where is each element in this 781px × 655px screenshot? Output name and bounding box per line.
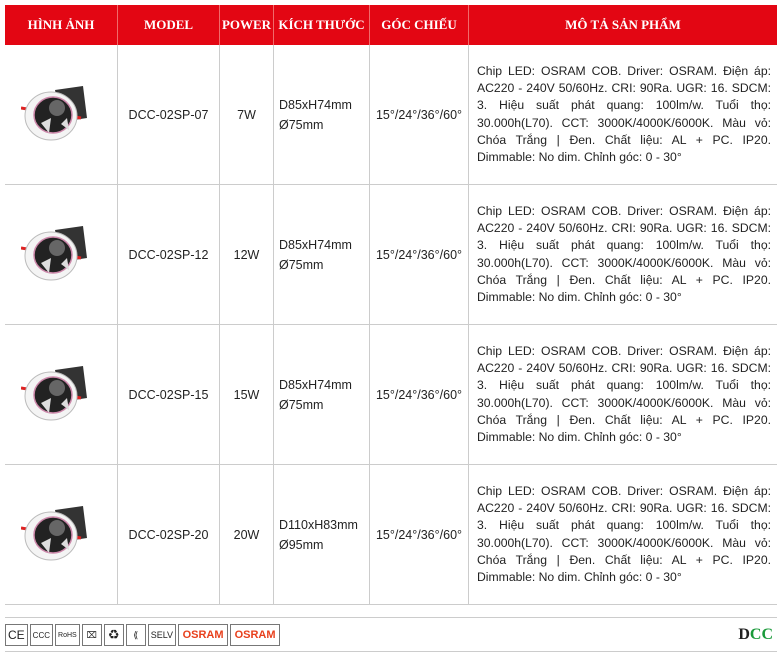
size-cell: D85xH74mm Ø75mm xyxy=(273,324,370,465)
col-image: HÌNH ẢNH xyxy=(5,5,118,45)
dcc-logo: DCC xyxy=(738,626,773,643)
product-image xyxy=(5,324,118,465)
model-cell: DCC-02SP-15 xyxy=(117,324,220,465)
osram-logo: OSRAM xyxy=(230,624,281,646)
col-desc: MÔ TẢ SẢN PHẨM xyxy=(468,5,777,45)
size-dimensions: D110xH83mm xyxy=(279,517,358,532)
power-cell: 20W xyxy=(219,464,274,605)
table-row: DCC-02SP-20 20W D110xH83mm Ø95mm 15°/24°/… xyxy=(5,464,777,605)
col-size: KÍCH THƯỚC xyxy=(273,5,370,45)
description-cell: Chip LED: OSRAM COB. Driver: OSRAM. Điện… xyxy=(468,324,777,465)
size-dimensions: D85xH74mm xyxy=(279,97,352,112)
col-angle: GÓC CHIẾU xyxy=(369,5,469,45)
product-table: HÌNH ẢNH MODEL POWER KÍCH THƯỚC GÓC CHIẾ… xyxy=(5,5,777,605)
angle-cell: 15°/24°/36°/60° xyxy=(369,324,469,465)
power-cell: 7W xyxy=(219,45,274,185)
size-cell: D110xH83mm Ø95mm xyxy=(273,464,370,605)
size-dimensions: D85xH74mm xyxy=(279,237,352,252)
class-ii-icon: ⟪ xyxy=(125,624,146,646)
weee-bin-icon: ⌧ xyxy=(81,624,102,646)
description-cell: Chip LED: OSRAM COB. Driver: OSRAM. Điện… xyxy=(468,184,777,325)
ce-mark-icon: CE xyxy=(5,624,28,646)
table-row: DCC-02SP-07 7W D85xH74mm Ø75mm 15°/24°/36… xyxy=(5,45,777,185)
size-cell: D85xH74mm Ø75mm xyxy=(273,45,370,185)
divider xyxy=(5,651,777,652)
product-image xyxy=(5,464,118,605)
cutout-size: Ø75mm xyxy=(279,257,324,272)
table-row: DCC-02SP-12 12W D85xH74mm Ø75mm 15°/24°/3… xyxy=(5,184,777,325)
model-cell: DCC-02SP-12 xyxy=(117,184,220,325)
ccc-mark-icon: CCC xyxy=(29,624,54,646)
angle-cell: 15°/24°/36°/60° xyxy=(369,184,469,325)
osram-logo: OSRAM xyxy=(178,624,229,646)
angle-cell: 15°/24°/36°/60° xyxy=(369,45,469,185)
power-cell: 12W xyxy=(219,184,274,325)
table-row: DCC-02SP-15 15W D85xH74mm Ø75mm 15°/24°/3… xyxy=(5,324,777,465)
model-cell: DCC-02SP-07 xyxy=(117,45,220,185)
description-cell: Chip LED: OSRAM COB. Driver: OSRAM. Điện… xyxy=(468,45,777,185)
col-power: POWER xyxy=(219,5,274,45)
size-cell: D85xH74mm Ø75mm xyxy=(273,184,370,325)
certifications: CE CCC RoHS ⌧ ♻ ⟪ SELV OSRAM OSRAM xyxy=(5,624,281,646)
size-dimensions: D85xH74mm xyxy=(279,377,352,392)
product-image xyxy=(5,184,118,325)
divider xyxy=(5,617,777,618)
description-cell: Chip LED: OSRAM COB. Driver: OSRAM. Điện… xyxy=(468,464,777,605)
rohs-icon: RoHS xyxy=(55,624,80,646)
angle-cell: 15°/24°/36°/60° xyxy=(369,464,469,605)
cutout-size: Ø95mm xyxy=(279,537,324,552)
col-model: MODEL xyxy=(117,5,220,45)
selv-icon: SELV xyxy=(147,624,177,646)
product-image xyxy=(5,45,118,185)
model-cell: DCC-02SP-20 xyxy=(117,464,220,605)
recycle-icon: ♻ xyxy=(103,624,124,646)
power-cell: 15W xyxy=(219,324,274,465)
cutout-size: Ø75mm xyxy=(279,397,324,412)
cutout-size: Ø75mm xyxy=(279,117,324,132)
